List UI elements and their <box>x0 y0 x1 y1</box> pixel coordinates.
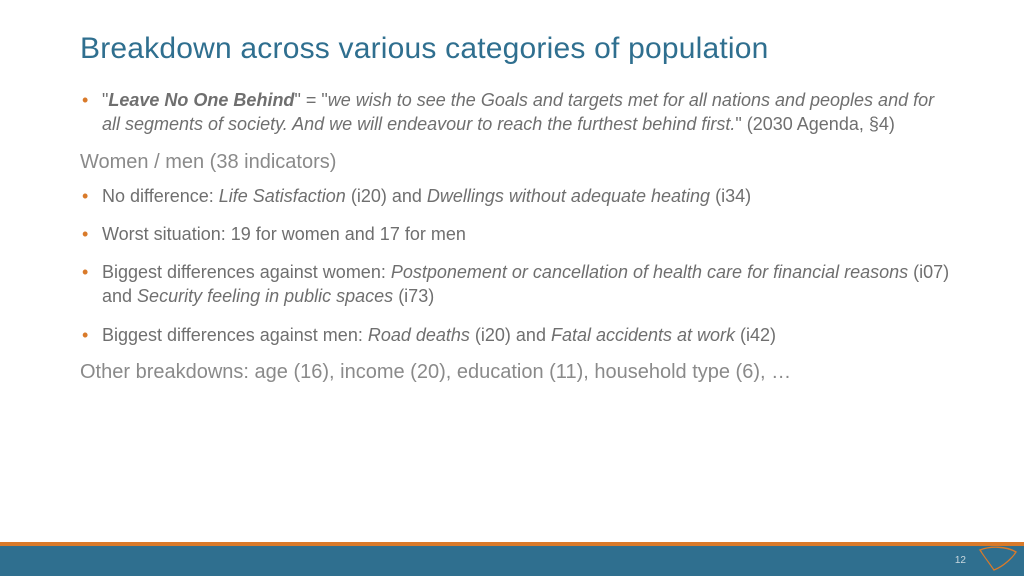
logo-icon <box>976 544 1018 574</box>
bullet-against-men: Biggest differences against men: Road de… <box>102 323 950 347</box>
subheading-women-men: Women / men (38 indicators) <box>80 151 950 174</box>
footer-band <box>0 542 1024 576</box>
indicator: Security feeling in public spaces <box>137 286 393 306</box>
page-number: 12 <box>955 555 966 566</box>
text: Biggest differences against men: <box>102 325 368 345</box>
slide: Breakdown across various categories of p… <box>0 0 1024 576</box>
text: (i20) and <box>346 186 427 206</box>
indicator: Dwellings without adequate heating <box>427 186 710 206</box>
text: Biggest differences against women: <box>102 262 391 282</box>
quote-label: Leave No One Behind <box>108 90 294 110</box>
text: (i42) <box>735 325 776 345</box>
indicator: Fatal accidents at work <box>551 325 735 345</box>
indicator: Life Satisfaction <box>219 186 346 206</box>
bullet-no-difference: No difference: Life Satisfaction (i20) a… <box>102 184 950 208</box>
indicator: Road deaths <box>368 325 470 345</box>
bullet-worst-situation: Worst situation: 19 for women and 17 for… <box>102 222 950 246</box>
bullet-leave-no-one-behind: "Leave No One Behind" = "we wish to see … <box>102 88 950 137</box>
text: (i73) <box>393 286 434 306</box>
text: (i20) and <box>470 325 551 345</box>
indicator: Postponement or cancellation of health c… <box>391 262 908 282</box>
quote-source: " (2030 Agenda, §4) <box>735 114 895 134</box>
text: " = " <box>294 90 327 110</box>
text: No difference: <box>102 186 219 206</box>
bullet-against-women: Biggest differences against women: Postp… <box>102 260 950 309</box>
slide-content: Breakdown across various categories of p… <box>80 32 950 394</box>
bullet-list: "Leave No One Behind" = "we wish to see … <box>80 88 950 384</box>
text: (i34) <box>710 186 751 206</box>
slide-title: Breakdown across various categories of p… <box>80 32 950 66</box>
subheading-other-breakdowns: Other breakdowns: age (16), income (20),… <box>80 361 950 384</box>
